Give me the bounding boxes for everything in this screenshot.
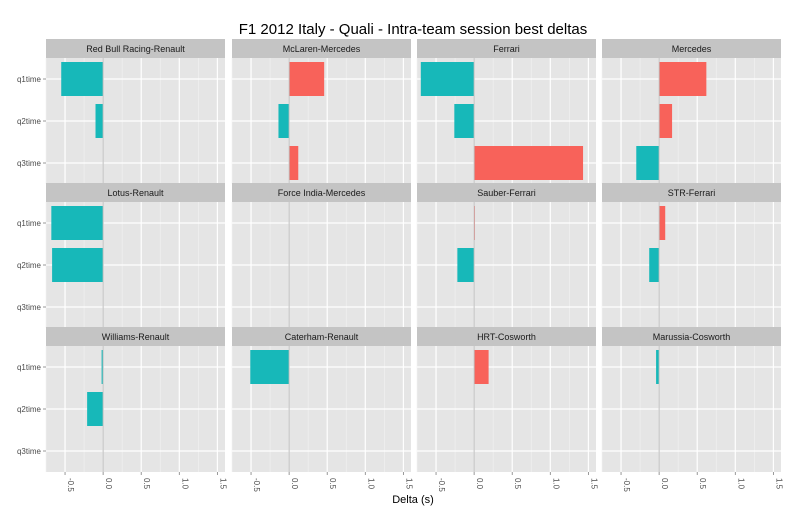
x-tick-label: 0.0 (104, 478, 113, 490)
delta-bar (649, 248, 660, 282)
facet-panel: Marussia-Cosworth -0.5 0.0 0.5 1.0 1.5 (601, 327, 783, 492)
x-tick-label: 1.0 (366, 478, 375, 490)
y-tick-label: q1time (17, 75, 42, 84)
y-tick-label: q2time (17, 405, 42, 414)
delta-bar (420, 62, 475, 96)
facet-strip (417, 39, 596, 58)
delta-bar (87, 392, 104, 426)
x-tick-label: 0.0 (290, 478, 299, 490)
delta-bar (474, 350, 489, 384)
facet-strip (602, 183, 781, 202)
facet-strip-label: Caterham-Renault (285, 332, 359, 342)
y-tick-label: q2time (17, 261, 42, 270)
y-tick-label: q3time (17, 303, 42, 312)
facet-strip-label: Sauber-Ferrari (477, 188, 536, 198)
delta-bar (659, 62, 707, 96)
facet-panel: Mercedes (601, 39, 781, 184)
delta-bar (95, 104, 104, 138)
delta-bar (278, 104, 290, 138)
facet-panel: STR-Ferrari (601, 183, 781, 328)
x-tick-label: 1.0 (736, 478, 745, 490)
facet-strip (46, 39, 225, 58)
facet-strip (602, 327, 781, 346)
facet-strip-label: Force India-Mercedes (278, 188, 366, 198)
facet-panel: Caterham-Renault -0.5 0.0 0.5 1.0 1.5 (231, 327, 413, 492)
facet-strip (602, 39, 781, 58)
facet-strip (417, 183, 596, 202)
facet-panels: Red Bull Racing-Renault q1time q2time q3tim… (17, 39, 783, 492)
facet-panel: HRT-Cosworth -0.5 0.0 0.5 1.0 1.5 (416, 327, 598, 492)
delta-bar (289, 146, 299, 180)
x-tick-label: 1.0 (551, 478, 560, 490)
facet-panel: Sauber-Ferrari (416, 183, 596, 328)
facet-panel: Ferrari (416, 39, 596, 184)
x-tick-label: 1.5 (218, 478, 227, 490)
delta-bar (636, 146, 660, 180)
x-tick-label: 0.0 (475, 478, 484, 490)
facet-panel: Williams-Renault q1time q2time q3time -0.5 0.… (17, 327, 227, 492)
delta-bar (61, 62, 104, 96)
facet-strip-label: Ferrari (493, 44, 520, 54)
x-tick-label: 1.0 (180, 478, 189, 490)
facet-strip-label: Lotus-Renault (107, 188, 164, 198)
y-tick-label: q1time (17, 219, 42, 228)
y-tick-label: q3time (17, 447, 42, 456)
facet-strip (417, 327, 596, 346)
delta-bar (289, 62, 325, 96)
facet-panel: Red Bull Racing-Renault q1time q2time q3tim… (17, 39, 225, 184)
delta-bar (101, 350, 104, 384)
x-tick-label: -0.5 (622, 478, 631, 492)
x-tick-label: 0.5 (142, 478, 151, 490)
delta-bar (659, 206, 666, 240)
delta-bar (474, 146, 584, 180)
facet-panel: Lotus-Renault q1time q2time q3time (17, 183, 225, 328)
facet-strip (46, 327, 225, 346)
y-tick-label: q2time (17, 117, 42, 126)
facet-strip-label: McLaren-Mercedes (283, 44, 361, 54)
x-tick-label: 1.5 (774, 478, 783, 490)
x-tick-label: 0.5 (328, 478, 337, 490)
x-tick-label: -0.5 (437, 478, 446, 492)
facet-strip (232, 183, 411, 202)
y-tick-label: q3time (17, 159, 42, 168)
x-tick-label: 0.5 (698, 478, 707, 490)
facet-strip (46, 183, 225, 202)
facet-strip-label: Marussia-Cosworth (653, 332, 731, 342)
facet-strip-label: Red Bull Racing-Renault (86, 44, 185, 54)
delta-bar (659, 104, 673, 138)
facet-strip-label: HRT-Cosworth (477, 332, 536, 342)
x-tick-label: 0.0 (660, 478, 669, 490)
delta-bar (51, 206, 104, 240)
facet-strip-label: Mercedes (672, 44, 712, 54)
y-tick-label: q1time (17, 363, 42, 372)
facet-strip-label: Williams-Renault (102, 332, 170, 342)
facet-panel: Force India-Mercedes (231, 183, 411, 328)
delta-bar (52, 248, 104, 282)
delta-bar (457, 248, 475, 282)
delta-bar (454, 104, 475, 138)
delta-bar (656, 350, 660, 384)
facet-panel: McLaren-Mercedes (231, 39, 411, 184)
facet-strip-label: STR-Ferrari (668, 188, 716, 198)
x-tick-label: -0.5 (66, 478, 75, 492)
x-tick-label: 1.5 (404, 478, 413, 490)
x-tick-label: 1.5 (589, 478, 598, 490)
x-tick-label: -0.5 (252, 478, 261, 492)
x-tick-label: 0.5 (513, 478, 522, 490)
facet-strip (232, 327, 411, 346)
chart-title: F1 2012 Italy - Quali - Intra-team sessi… (239, 21, 588, 38)
delta-bar (250, 350, 290, 384)
x-axis-title: Delta (s) (392, 494, 434, 506)
facet-strip (232, 39, 411, 58)
